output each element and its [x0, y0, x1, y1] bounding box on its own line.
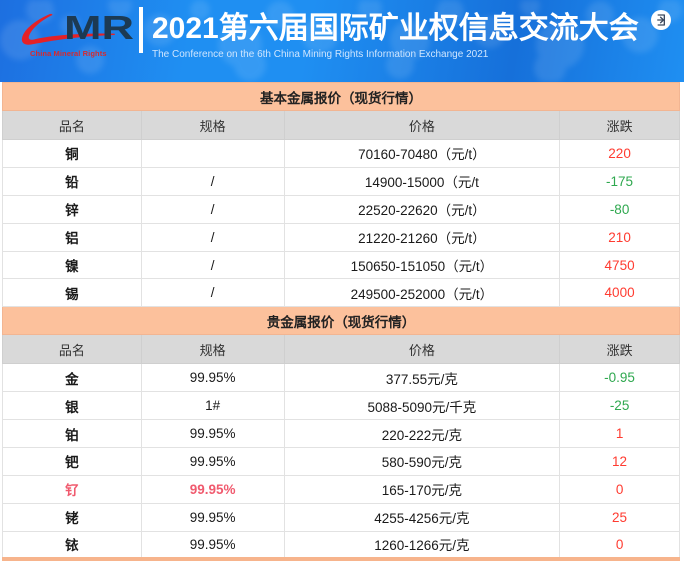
svg-text:MR: MR	[64, 9, 134, 46]
